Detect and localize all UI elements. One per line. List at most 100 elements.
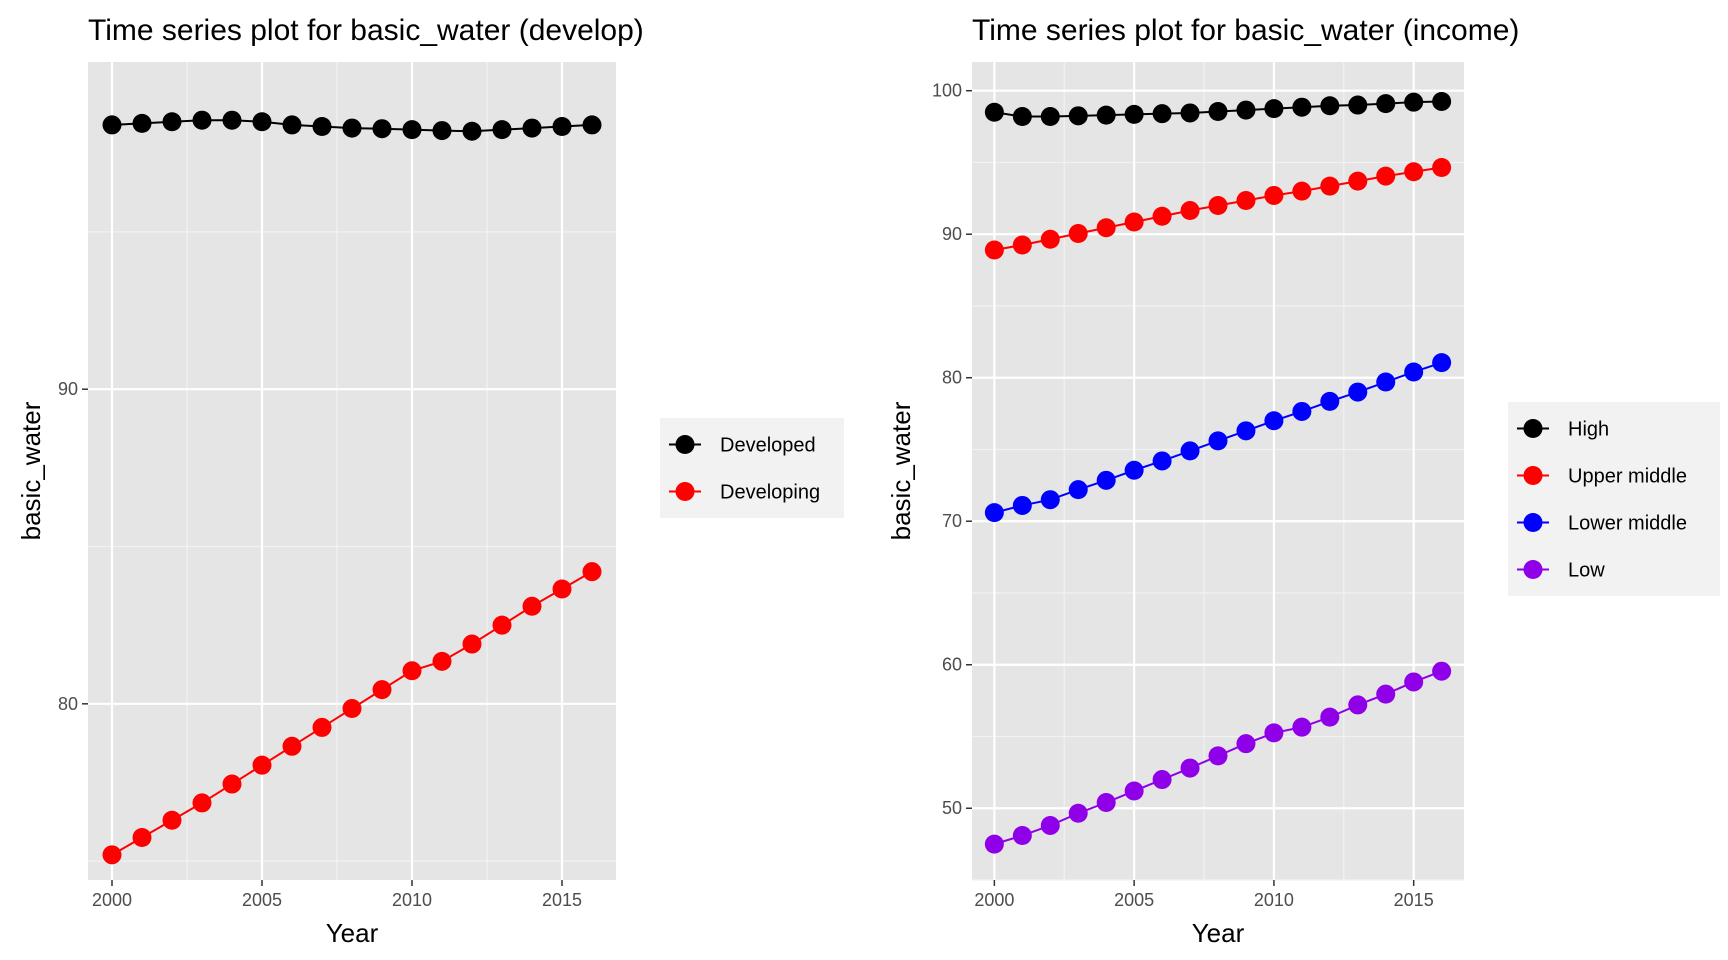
data-point	[1320, 96, 1340, 116]
y-tick-label: 90	[58, 379, 78, 399]
data-point	[102, 845, 122, 865]
data-point	[222, 774, 242, 794]
data-point	[1068, 480, 1088, 500]
y-tick-label: 100	[932, 81, 962, 101]
data-point	[984, 834, 1004, 854]
data-point	[1068, 803, 1088, 823]
chart-title: Time series plot for basic_water (develo…	[88, 14, 644, 47]
data-point	[132, 828, 152, 848]
legend-label: Upper middle	[1568, 466, 1687, 488]
y-tick-label: 80	[942, 368, 962, 388]
data-point	[1376, 166, 1396, 186]
data-point	[1208, 102, 1228, 122]
legend-key-point	[1523, 560, 1543, 579]
legend-label: Lower middle	[1568, 513, 1687, 535]
data-point	[1264, 185, 1284, 205]
y-tick-label: 50	[942, 798, 962, 818]
legend-key-point	[675, 482, 695, 501]
data-point	[1404, 362, 1424, 382]
data-point	[1068, 223, 1088, 243]
plot-panel-1	[88, 62, 616, 880]
data-point	[372, 119, 392, 139]
data-point	[984, 503, 1004, 523]
data-point	[1208, 746, 1228, 766]
data-point	[1264, 723, 1284, 743]
data-point	[1040, 490, 1060, 510]
y-tick-label: 90	[942, 224, 962, 244]
data-point	[1236, 190, 1256, 210]
data-point	[1236, 421, 1256, 441]
data-point	[312, 717, 332, 737]
data-point	[582, 562, 602, 582]
data-point	[1292, 97, 1312, 117]
data-point	[582, 115, 602, 135]
data-point	[1012, 107, 1032, 127]
data-point	[492, 120, 512, 140]
data-point	[1096, 218, 1116, 238]
data-point	[162, 810, 182, 830]
data-point	[1068, 106, 1088, 126]
data-point	[1180, 441, 1200, 461]
data-point	[372, 680, 392, 700]
data-point	[1208, 431, 1228, 451]
data-point	[1236, 734, 1256, 754]
data-point	[1292, 181, 1312, 201]
data-point	[522, 118, 542, 138]
data-point	[222, 110, 242, 130]
data-point	[1376, 684, 1396, 704]
data-point	[402, 661, 422, 681]
data-point	[1152, 770, 1172, 790]
data-point	[1124, 212, 1144, 232]
data-point	[192, 110, 212, 130]
data-point	[1208, 196, 1228, 216]
x-tick-label: 2010	[392, 890, 432, 910]
data-point	[1180, 103, 1200, 123]
legend-label: Low	[1568, 560, 1605, 582]
data-point	[984, 240, 1004, 260]
data-point	[1348, 95, 1368, 115]
data-point	[1404, 672, 1424, 692]
data-point	[1404, 92, 1424, 112]
data-point	[492, 615, 512, 635]
x-tick-label: 2010	[1254, 890, 1294, 910]
data-point	[1236, 100, 1256, 120]
x-tick-label: 2000	[92, 890, 132, 910]
data-point	[984, 102, 1004, 122]
legend-label: Developed	[720, 435, 816, 457]
data-point	[252, 112, 272, 132]
data-point	[1124, 104, 1144, 124]
x-tick-label: 2015	[1394, 890, 1434, 910]
data-point	[1432, 353, 1452, 373]
data-point	[1124, 781, 1144, 801]
data-point	[1404, 162, 1424, 182]
data-point	[552, 116, 572, 136]
data-point	[1124, 460, 1144, 480]
data-point	[1292, 717, 1312, 737]
data-point	[192, 793, 212, 813]
data-point	[522, 596, 542, 616]
data-point	[1040, 229, 1060, 249]
data-point	[1012, 495, 1032, 515]
data-point	[1152, 206, 1172, 226]
data-point	[1096, 470, 1116, 490]
legend-label: High	[1568, 419, 1609, 441]
x-tick-label: 2000	[974, 890, 1014, 910]
x-tick-label: 2015	[542, 890, 582, 910]
data-point	[1152, 104, 1172, 124]
data-point	[1376, 372, 1396, 392]
data-point	[342, 118, 362, 138]
data-point	[1432, 661, 1452, 681]
data-point	[1292, 401, 1312, 421]
legend-key-point	[1523, 419, 1543, 438]
data-point	[432, 121, 452, 141]
data-point	[282, 115, 302, 135]
data-point	[1432, 157, 1452, 177]
legend-key-point	[675, 435, 695, 454]
data-point	[1096, 105, 1116, 125]
data-point	[1096, 793, 1116, 813]
data-point	[312, 116, 332, 136]
data-point	[1348, 171, 1368, 191]
data-point	[252, 755, 272, 775]
